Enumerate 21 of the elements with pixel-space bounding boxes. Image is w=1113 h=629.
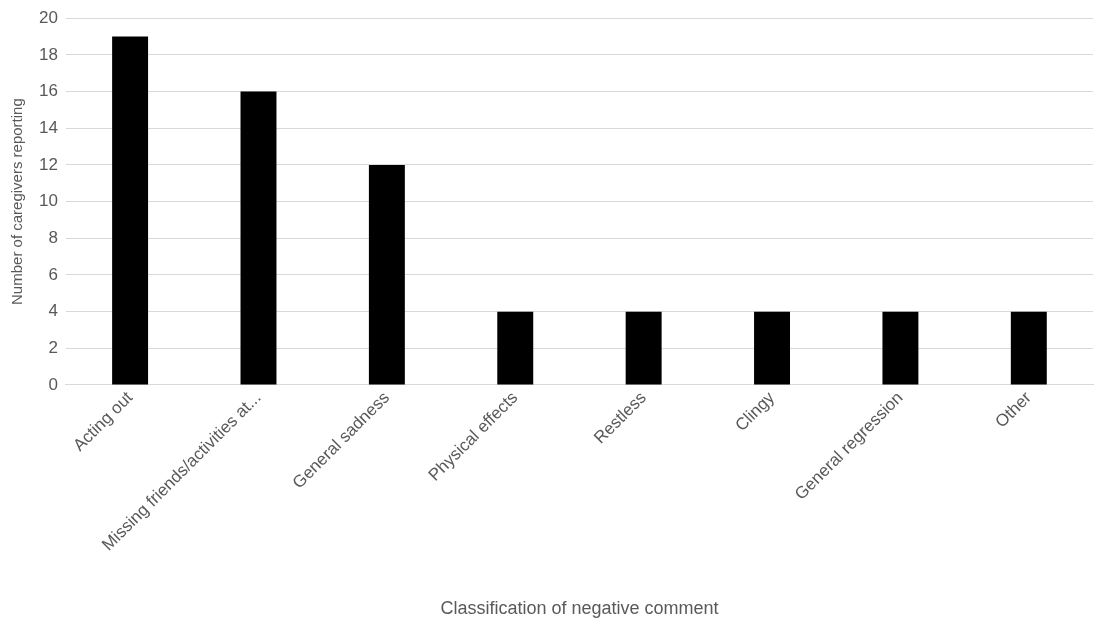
y-tick-label: 2	[48, 338, 58, 357]
bar	[497, 311, 534, 385]
bar	[754, 311, 791, 385]
y-tick-label: 16	[38, 81, 58, 101]
y-tick-label: 14	[38, 117, 58, 137]
y-tick-label: 10	[38, 191, 58, 211]
y-tick-label: 8	[48, 227, 58, 247]
bar	[625, 311, 662, 385]
y-tick-label: 12	[38, 154, 58, 174]
y-tick-label: 18	[38, 44, 58, 64]
y-tick-label: 6	[48, 264, 58, 284]
bar	[112, 36, 149, 385]
bar	[882, 311, 919, 385]
bar	[1010, 311, 1047, 385]
y-tick-label: 0	[48, 374, 58, 394]
bar	[240, 91, 277, 385]
y-tick-label: 20	[38, 7, 58, 27]
bar	[368, 164, 405, 385]
y-tick-label: 4	[48, 301, 58, 321]
x-axis-title: Classification of negative comment	[440, 598, 719, 619]
y-axis-title: Number of caregivers reporting	[8, 98, 26, 305]
